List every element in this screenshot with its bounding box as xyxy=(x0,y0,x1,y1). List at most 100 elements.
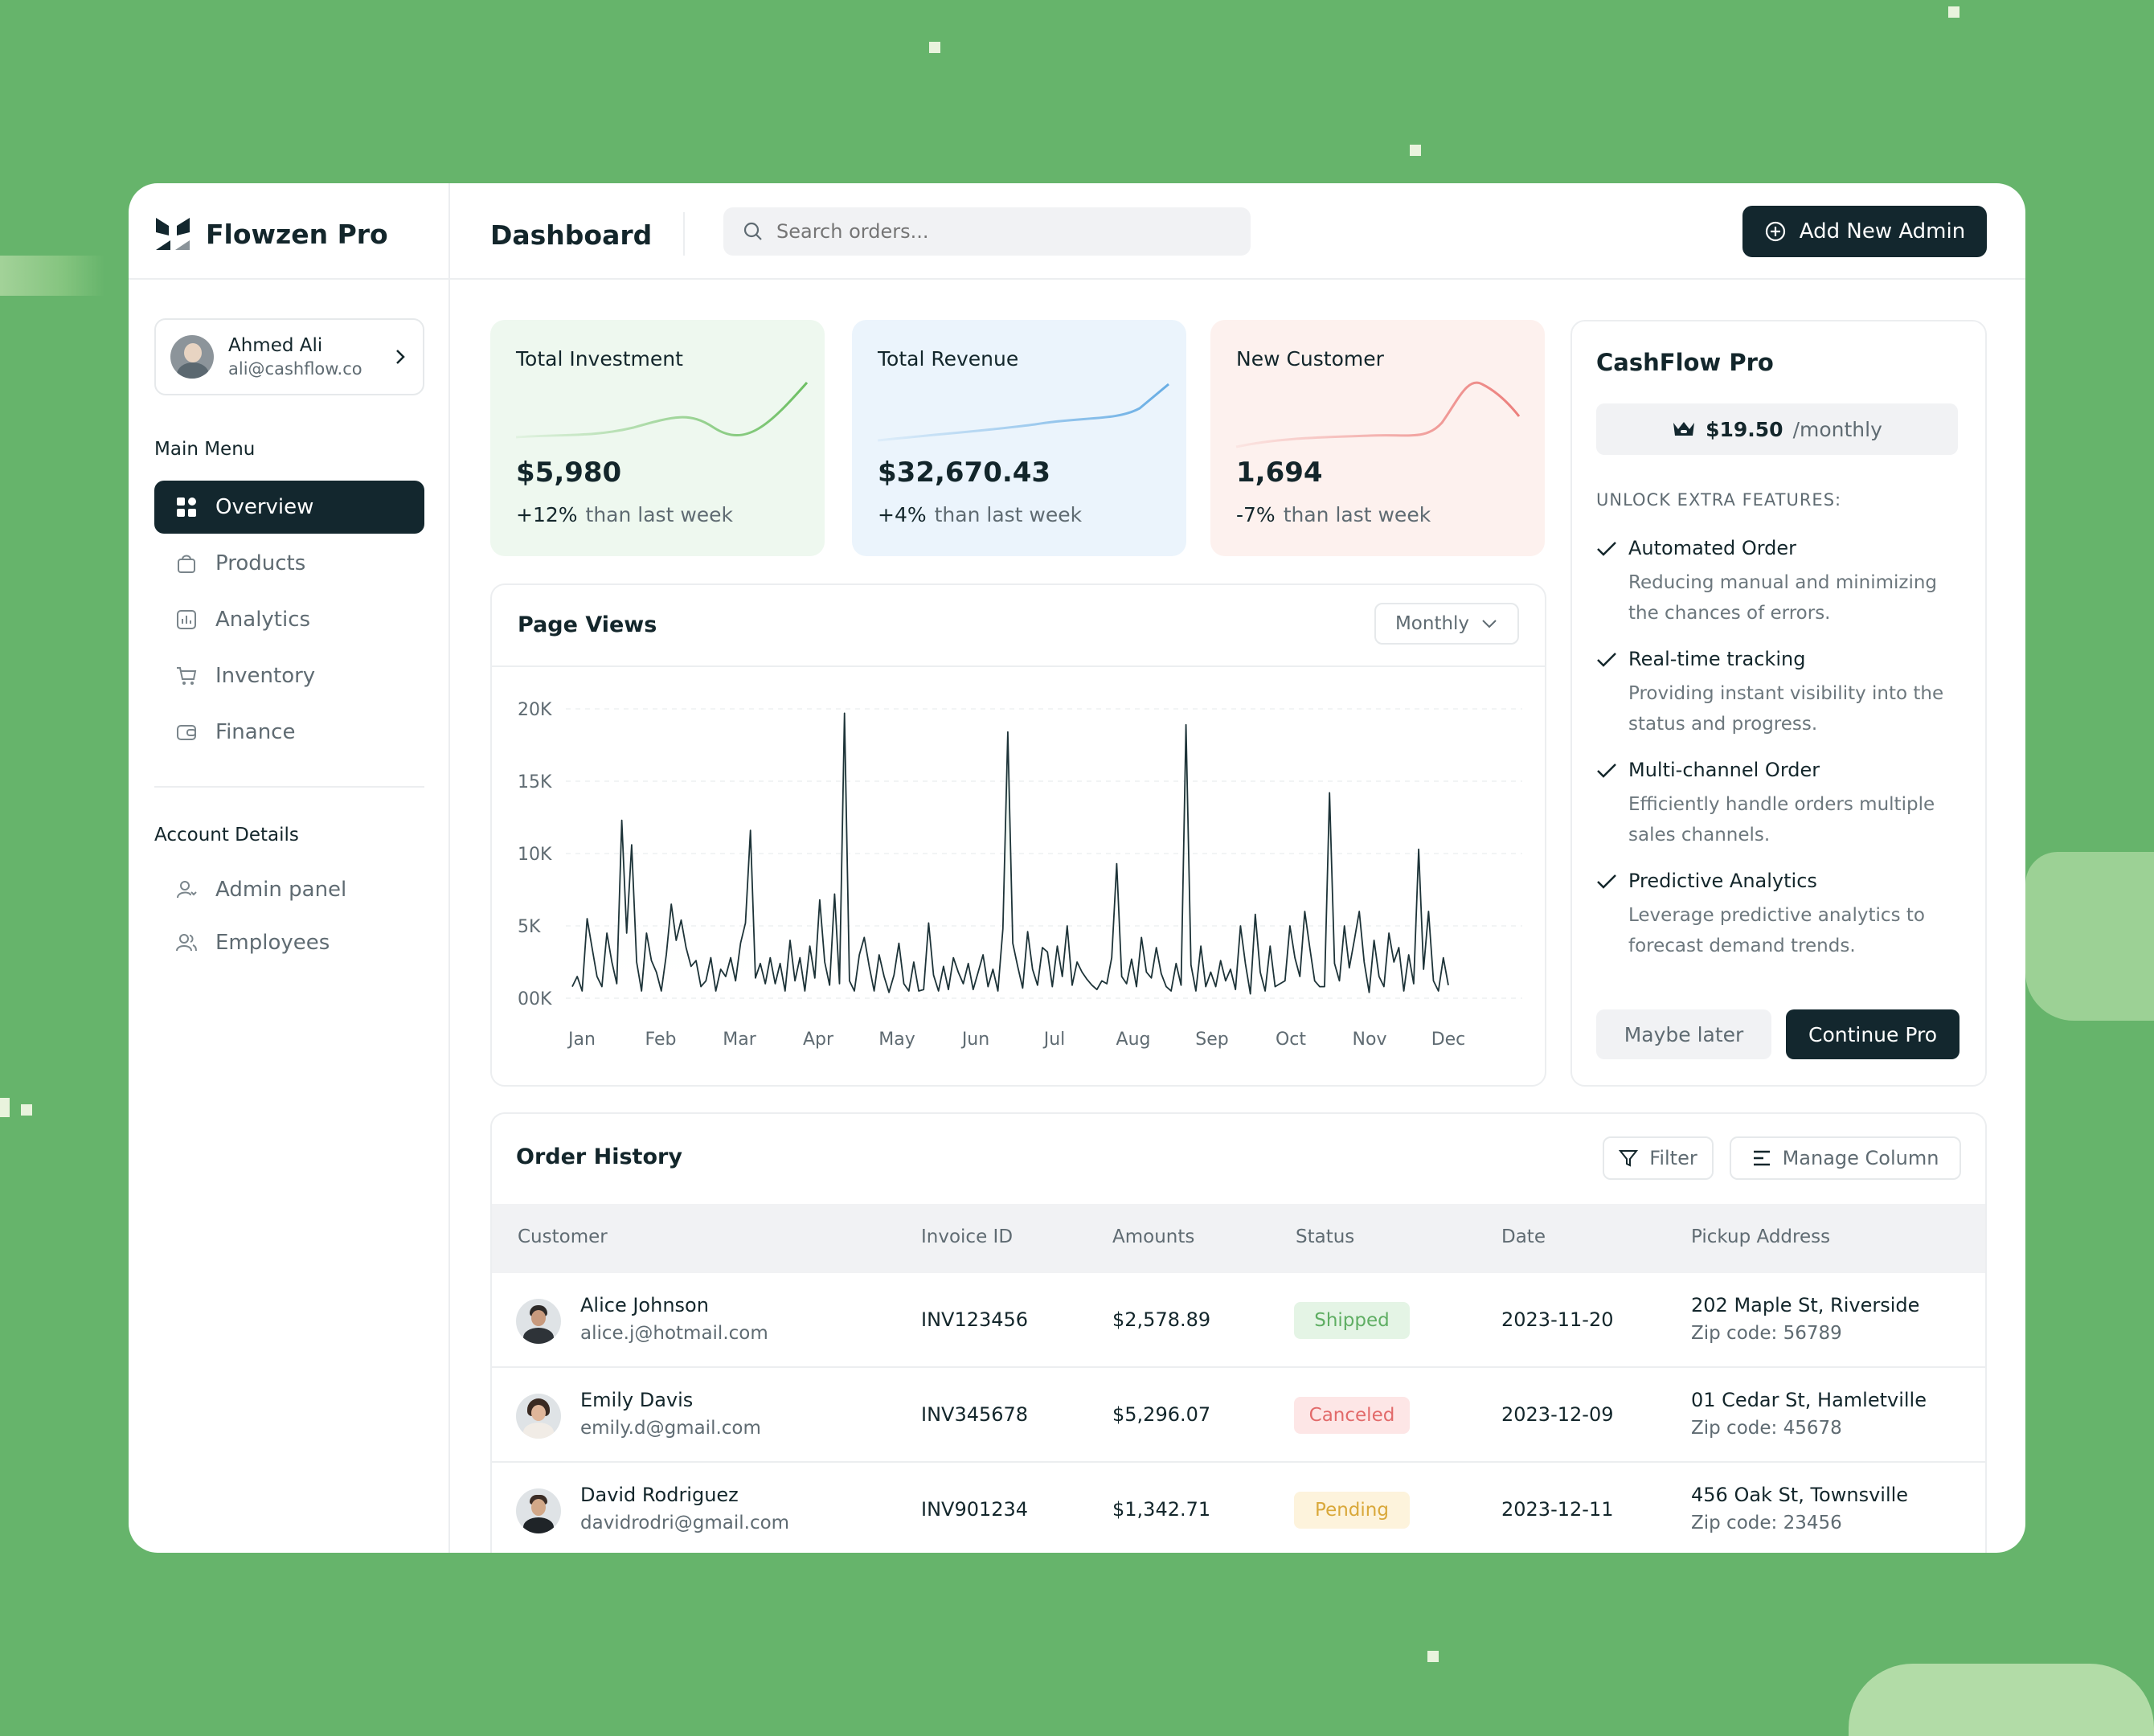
stat-title: Total Revenue xyxy=(878,347,1019,371)
x-tick-label: Feb xyxy=(645,1030,677,1050)
check-icon xyxy=(1597,653,1616,667)
x-tick-label: Aug xyxy=(1116,1030,1151,1050)
feature-item: Automated Order Reducing manual and mini… xyxy=(1596,537,1966,628)
continue-pro-button[interactable]: Continue Pro xyxy=(1786,1009,1959,1059)
sidebar-item-label: Employees xyxy=(215,931,330,955)
stat-change-text: than last week xyxy=(1283,503,1431,526)
x-tick-label: Oct xyxy=(1276,1030,1306,1050)
x-tick-label: Jan xyxy=(567,1030,596,1050)
feature-desc: Efficiently handle orders multiple sales… xyxy=(1628,794,1935,845)
page-title: Dashboard xyxy=(490,219,653,251)
sparkline-customer xyxy=(1235,381,1521,448)
invoice-id: INV901234 xyxy=(921,1498,1029,1521)
user-card[interactable]: Ahmed Ali ali@cashflow.co xyxy=(154,318,424,395)
x-tick-label: Sep xyxy=(1195,1030,1228,1050)
feature-title: Real-time tracking xyxy=(1628,648,1806,670)
order-date: 2023-12-09 xyxy=(1501,1403,1614,1426)
chevron-right-icon xyxy=(396,350,405,364)
logo-icon xyxy=(156,218,190,250)
grid-icon xyxy=(175,496,198,518)
zip-code: Zip code: 23456 xyxy=(1691,1513,1842,1533)
sidebar-item-inventory[interactable]: Inventory xyxy=(154,649,424,702)
page-views-title: Page Views xyxy=(518,612,657,637)
y-tick-label: 10K xyxy=(518,845,552,865)
user-email: ali@cashflow.co xyxy=(228,359,362,379)
x-tick-label: Nov xyxy=(1353,1030,1387,1050)
stat-change-percent: -7% xyxy=(1236,503,1276,526)
x-tick-label: May xyxy=(878,1030,915,1050)
avatar xyxy=(516,1394,561,1439)
user-info: Ahmed Ali ali@cashflow.co xyxy=(228,335,392,379)
table-row[interactable]: Emily Davis emily.d@gmail.com INV345678 … xyxy=(492,1368,1985,1463)
x-tick-label: Mar xyxy=(723,1030,756,1050)
page-views-panel: Page Views Monthly 20K 15K 10K 5K 00K Jan Feb M… xyxy=(490,583,1546,1087)
plus-circle-icon xyxy=(1765,221,1785,242)
customer-name: Alice Johnson xyxy=(580,1294,709,1316)
decor-cluster xyxy=(0,256,104,296)
amount: $5,296.07 xyxy=(1112,1403,1211,1426)
avatar xyxy=(516,1299,561,1344)
amount: $1,342.71 xyxy=(1112,1498,1211,1521)
column-header[interactable]: Customer xyxy=(518,1226,608,1247)
sidebar-item-products[interactable]: Products xyxy=(154,537,424,590)
sidebar-item-analytics[interactable]: Analytics xyxy=(154,593,424,646)
cart-icon xyxy=(175,665,198,687)
stat-change-percent: +4% xyxy=(878,503,927,526)
decor-pixel xyxy=(1948,6,1959,18)
column-header[interactable]: Date xyxy=(1501,1226,1546,1247)
zip-code: Zip code: 56789 xyxy=(1691,1323,1842,1344)
pickup-address: 456 Oak St, Townsville xyxy=(1691,1484,1909,1506)
column-header[interactable]: Status xyxy=(1296,1226,1355,1247)
user-name: Ahmed Ali xyxy=(228,335,323,356)
customer-email: davidrodri@gmail.com xyxy=(580,1513,790,1533)
sidebar-item-label: Admin panel xyxy=(215,878,347,902)
add-new-admin-button[interactable]: Add New Admin xyxy=(1742,206,1987,257)
sidebar-item-label: Overview xyxy=(215,495,314,519)
stat-change: +12% than last week xyxy=(516,503,733,526)
sidebar-item-finance[interactable]: Finance xyxy=(154,706,424,759)
search-input[interactable] xyxy=(776,220,1226,243)
customer-name: Emily Davis xyxy=(580,1389,694,1411)
x-tick-label: Apr xyxy=(803,1030,834,1050)
sidebar-item-label: Analytics xyxy=(215,608,311,632)
manage-column-button[interactable]: Manage Column xyxy=(1730,1136,1961,1180)
sidebar-item-label: Products xyxy=(215,551,306,575)
stat-value: $32,670.43 xyxy=(878,457,1051,489)
sidebar: Flowzen Pro Ahmed Ali ali@cashflow.co Ma… xyxy=(129,183,450,1553)
sidebar-item-employees[interactable]: Employees xyxy=(154,916,424,969)
y-tick-label: 5K xyxy=(518,917,541,937)
period-dropdown[interactable]: Monthly xyxy=(1374,603,1519,645)
table-row[interactable]: Alice Johnson alice.j@hotmail.com INV123… xyxy=(492,1273,1985,1368)
search-bar[interactable] xyxy=(723,207,1251,256)
table-row[interactable]: David Rodriguez davidrodri@gmail.com INV… xyxy=(492,1463,1985,1553)
avatar xyxy=(516,1488,561,1533)
column-header[interactable]: Pickup Address xyxy=(1691,1226,1831,1247)
divider xyxy=(129,278,448,280)
column-header[interactable]: Amounts xyxy=(1112,1226,1195,1247)
feature-desc: Leverage predictive analytics to forecas… xyxy=(1628,905,1925,956)
divider xyxy=(492,665,1545,667)
zip-code: Zip code: 45678 xyxy=(1691,1418,1842,1439)
sidebar-item-overview[interactable]: Overview xyxy=(154,481,424,534)
cashflow-pro-panel: CashFlow Pro $19.50 /monthly UNLOCK EXTR… xyxy=(1570,320,1987,1087)
maybe-later-button[interactable]: Maybe later xyxy=(1596,1009,1771,1059)
stat-card-total-revenue: Total Revenue $32,670.43 +4% than last we… xyxy=(852,320,1186,556)
series-line xyxy=(571,712,1449,995)
divider xyxy=(683,212,685,256)
manage-column-label: Manage Column xyxy=(1782,1147,1939,1169)
filter-button[interactable]: Filter xyxy=(1603,1136,1714,1180)
column-header[interactable]: Invoice ID xyxy=(921,1226,1014,1247)
decor-pixel xyxy=(21,1104,32,1116)
header-divider xyxy=(450,278,2025,280)
decor-pixel xyxy=(1427,1651,1439,1662)
check-icon xyxy=(1597,542,1616,556)
chevron-down-icon xyxy=(1482,620,1497,628)
add-new-admin-label: Add New Admin xyxy=(1799,219,1966,244)
customer-email: alice.j@hotmail.com xyxy=(580,1323,768,1344)
admin-icon xyxy=(175,878,198,901)
stat-title: Total Investment xyxy=(516,347,683,371)
invoice-id: INV345678 xyxy=(921,1403,1029,1426)
stat-change-percent: +12% xyxy=(516,503,578,526)
sidebar-item-admin-panel[interactable]: Admin panel xyxy=(154,863,424,916)
analytics-icon xyxy=(175,608,198,631)
